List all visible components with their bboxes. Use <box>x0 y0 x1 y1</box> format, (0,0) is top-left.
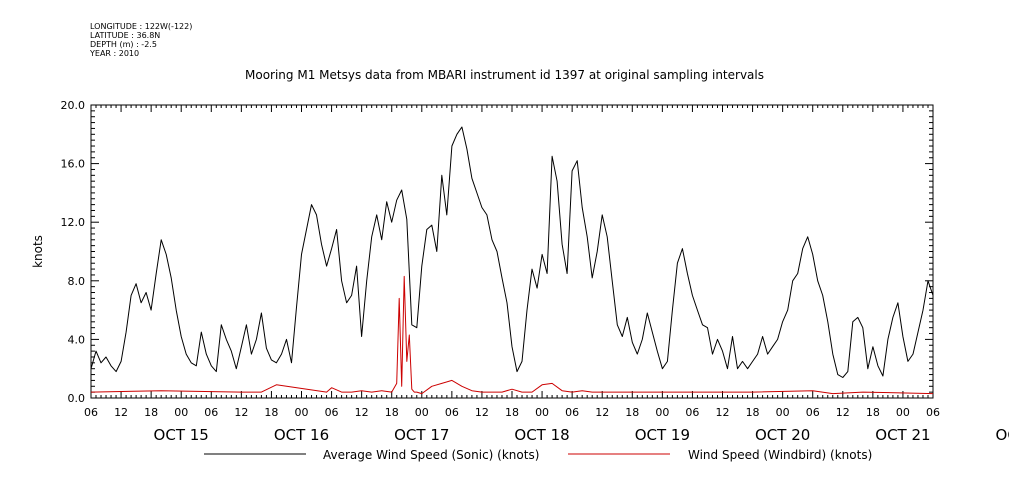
x-hour-label: 06 <box>325 406 339 419</box>
legend-label-sonic: Average Wind Speed (Sonic) (knots) <box>323 448 539 462</box>
y-tick-label: 12.0 <box>61 216 86 229</box>
x-hour-label: 00 <box>295 406 309 419</box>
x-hour-label: 18 <box>385 406 399 419</box>
x-hour-label: 12 <box>355 406 369 419</box>
longitude-label: LONGITUDE : 122W(-122) <box>90 22 193 31</box>
x-hour-label: 18 <box>144 406 158 419</box>
series-line-sonic <box>90 126 934 378</box>
x-hour-label: 18 <box>746 406 760 419</box>
x-hour-label: 18 <box>866 406 880 419</box>
x-hour-label: 00 <box>896 406 910 419</box>
x-hour-label: 06 <box>84 406 98 419</box>
depth-label: DEPTH (m) : -2.5 <box>90 40 157 49</box>
year-label: YEAR : 2010 <box>90 49 140 58</box>
latitude-label: LATITUDE : 36.8N <box>90 31 161 40</box>
x-hour-label: 06 <box>204 406 218 419</box>
x-date-label: OCT 22 <box>996 426 1009 444</box>
x-date-label: OCT 18 <box>514 426 569 444</box>
x-hour-label: 00 <box>415 406 429 419</box>
x-hour-label: 12 <box>114 406 128 419</box>
y-tick-label: 20.0 <box>61 99 86 112</box>
y-tick-label: 4.0 <box>68 333 86 346</box>
y-tick-label: 8.0 <box>68 275 86 288</box>
x-hour-label: 06 <box>926 406 940 419</box>
y-tick-label: 0.0 <box>68 392 86 405</box>
x-hour-label: 00 <box>535 406 549 419</box>
plot-frame <box>90 104 934 399</box>
x-hour-label: 18 <box>264 406 278 419</box>
x-hour-label: 18 <box>625 406 639 419</box>
x-hour-label: 00 <box>655 406 669 419</box>
x-date-label: OCT 17 <box>394 426 449 444</box>
x-hour-label: 06 <box>445 406 459 419</box>
x-date-label: OCT 20 <box>755 426 810 444</box>
legend-label-windbird: Wind Speed (Windbird) (knots) <box>688 448 872 462</box>
x-hour-label: 00 <box>174 406 188 419</box>
y-tick-label: 16.0 <box>61 158 86 171</box>
x-hour-label: 12 <box>595 406 609 419</box>
x-hour-label: 12 <box>475 406 489 419</box>
x-date-label: OCT 16 <box>274 426 329 444</box>
x-hour-label: 12 <box>716 406 730 419</box>
x-hour-label: 18 <box>505 406 519 419</box>
series-line-windbird <box>90 275 934 395</box>
x-date-label: OCT 19 <box>635 426 690 444</box>
x-hour-label: 06 <box>685 406 699 419</box>
x-date-label: OCT 15 <box>154 426 209 444</box>
metadata-block: LONGITUDE : 122W(-122) LATITUDE : 36.8N … <box>90 22 192 58</box>
x-hour-label: 06 <box>565 406 579 419</box>
x-hour-label: 12 <box>234 406 248 419</box>
y-axis-label: knots <box>31 235 45 268</box>
x-hour-label: 00 <box>776 406 790 419</box>
x-hour-label: 06 <box>806 406 820 419</box>
x-hour-label: 12 <box>836 406 850 419</box>
chart-title: Mooring M1 Metsys data from MBARI instru… <box>245 68 764 82</box>
x-date-label: OCT 21 <box>875 426 930 444</box>
